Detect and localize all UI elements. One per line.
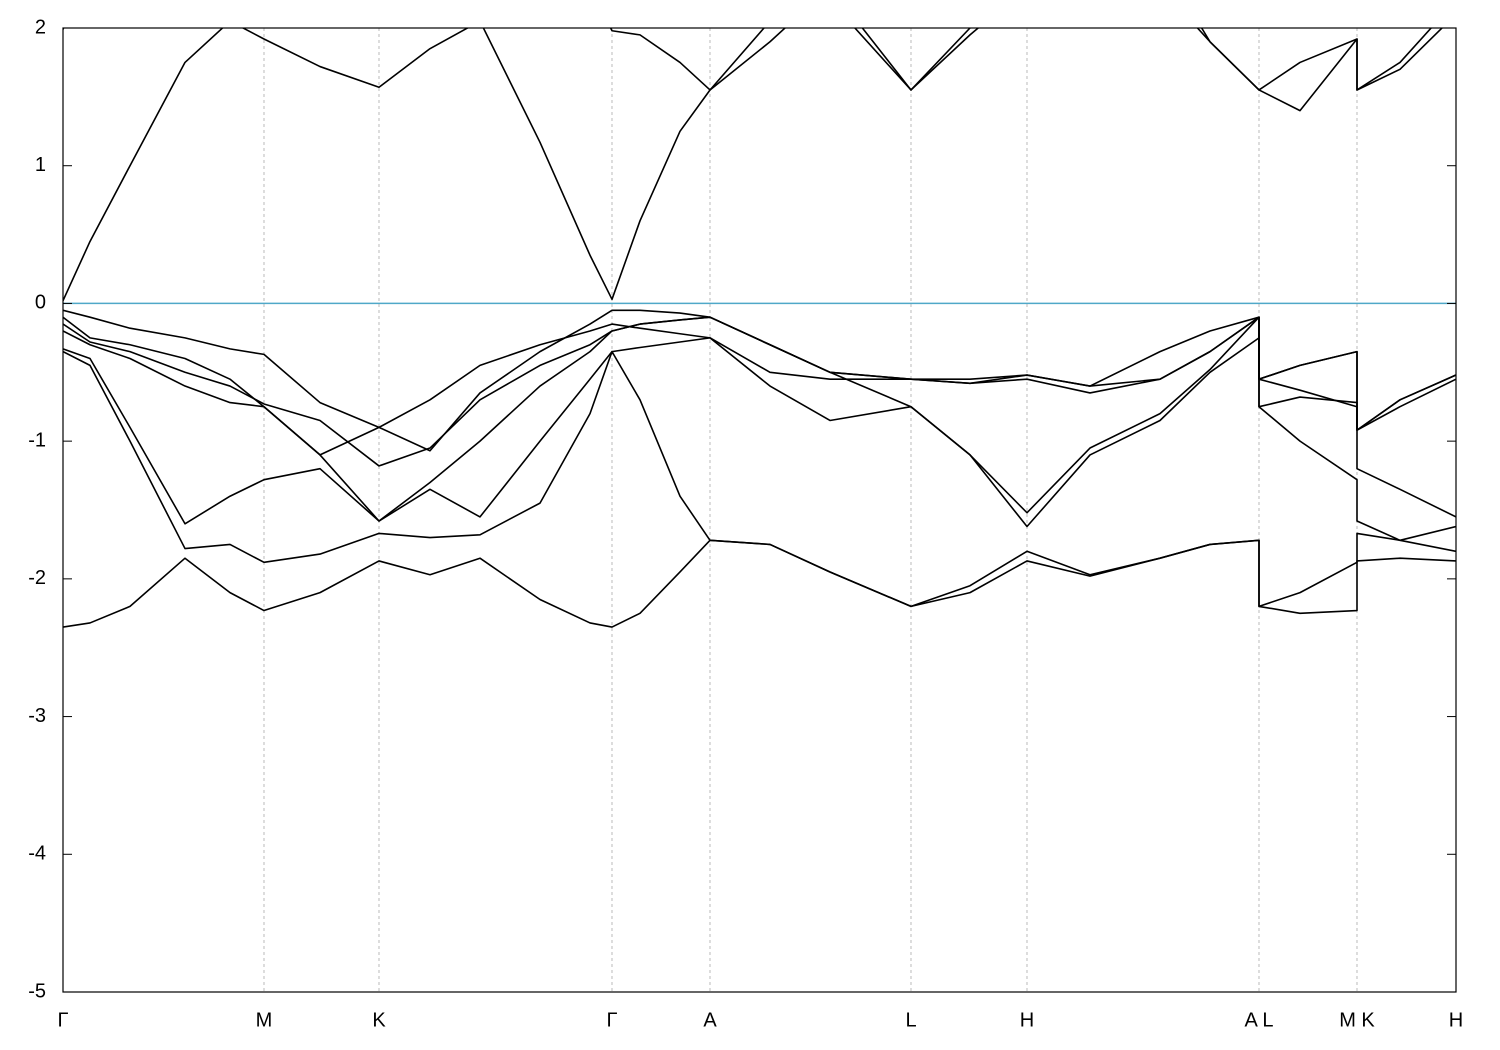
x-tick-label: A <box>703 1009 717 1031</box>
x-tick-label: K <box>372 1009 386 1031</box>
x-tick-label: Γ <box>57 1009 68 1031</box>
y-tick-label: 1 <box>35 154 46 176</box>
y-tick-label: 0 <box>35 292 46 314</box>
x-tick-label: M <box>256 1009 273 1031</box>
y-tick-label: -4 <box>28 843 46 865</box>
labels: -5 -4 -3 -2 -1 0 1 2 Γ M K Γ A L H A L M K H <box>28 16 1463 1031</box>
band <box>63 28 1444 302</box>
plot-area <box>63 28 1456 628</box>
y-tick-label: -5 <box>28 980 46 1002</box>
x-tick-label: L <box>905 1009 916 1031</box>
x-tick-label: A L <box>1245 1009 1274 1031</box>
y-tick-label: 2 <box>35 16 46 38</box>
x-tick-label: M K <box>1339 1009 1375 1031</box>
x-tick-label: Γ <box>606 1009 617 1031</box>
band <box>63 28 1433 91</box>
y-tick-label: -3 <box>28 705 46 727</box>
y-tick-label: -2 <box>28 567 46 589</box>
plot-frame <box>62 27 1457 993</box>
band <box>63 309 1456 452</box>
x-tick-label: H <box>1449 1009 1463 1031</box>
band <box>63 350 1456 608</box>
x-tick-label: H <box>1020 1009 1034 1031</box>
y-tick-label: -1 <box>28 429 46 451</box>
